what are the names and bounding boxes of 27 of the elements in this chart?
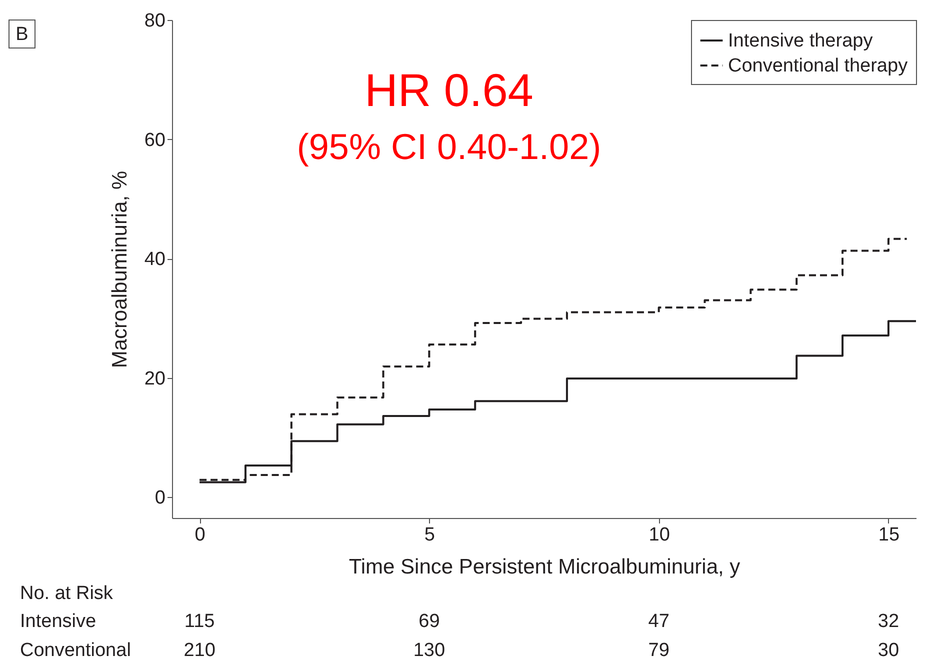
x-tick-label: 10: [648, 524, 670, 546]
text: Conventional: [20, 640, 131, 661]
text: 30: [878, 640, 900, 661]
x-tick-label: 5: [424, 524, 435, 546]
y-tick-label: 20: [144, 368, 166, 390]
y-tick-label: 80: [144, 10, 166, 32]
y-tick-label: 60: [144, 130, 166, 151]
text: 115: [184, 611, 215, 632]
text: 47: [648, 611, 670, 632]
text: B: [16, 24, 28, 45]
text: Intensive: [20, 611, 96, 632]
text: 79: [648, 640, 670, 661]
text: No. at Risk: [20, 583, 114, 604]
x-axis-title: Time Since Persistent Microalbuminuria, y: [348, 556, 741, 578]
annotation: (95% CI 0.40-1.02): [296, 126, 602, 167]
text: 130: [413, 640, 446, 661]
text: 32: [878, 611, 900, 632]
text: 69: [418, 611, 440, 632]
y-tick-label: 40: [144, 249, 166, 270]
x-tick-label: 15: [878, 524, 900, 546]
annotation: HR 0.64: [364, 64, 534, 116]
y-axis-title: Macroalbuminuria, %: [108, 170, 132, 368]
x-tick-label: 0: [194, 524, 206, 546]
y-tick-label: 0: [154, 488, 166, 509]
text: 210: [184, 640, 216, 661]
legend-label: Conventional therapy: [728, 56, 908, 76]
legend-label: Intensive therapy: [728, 30, 874, 52]
